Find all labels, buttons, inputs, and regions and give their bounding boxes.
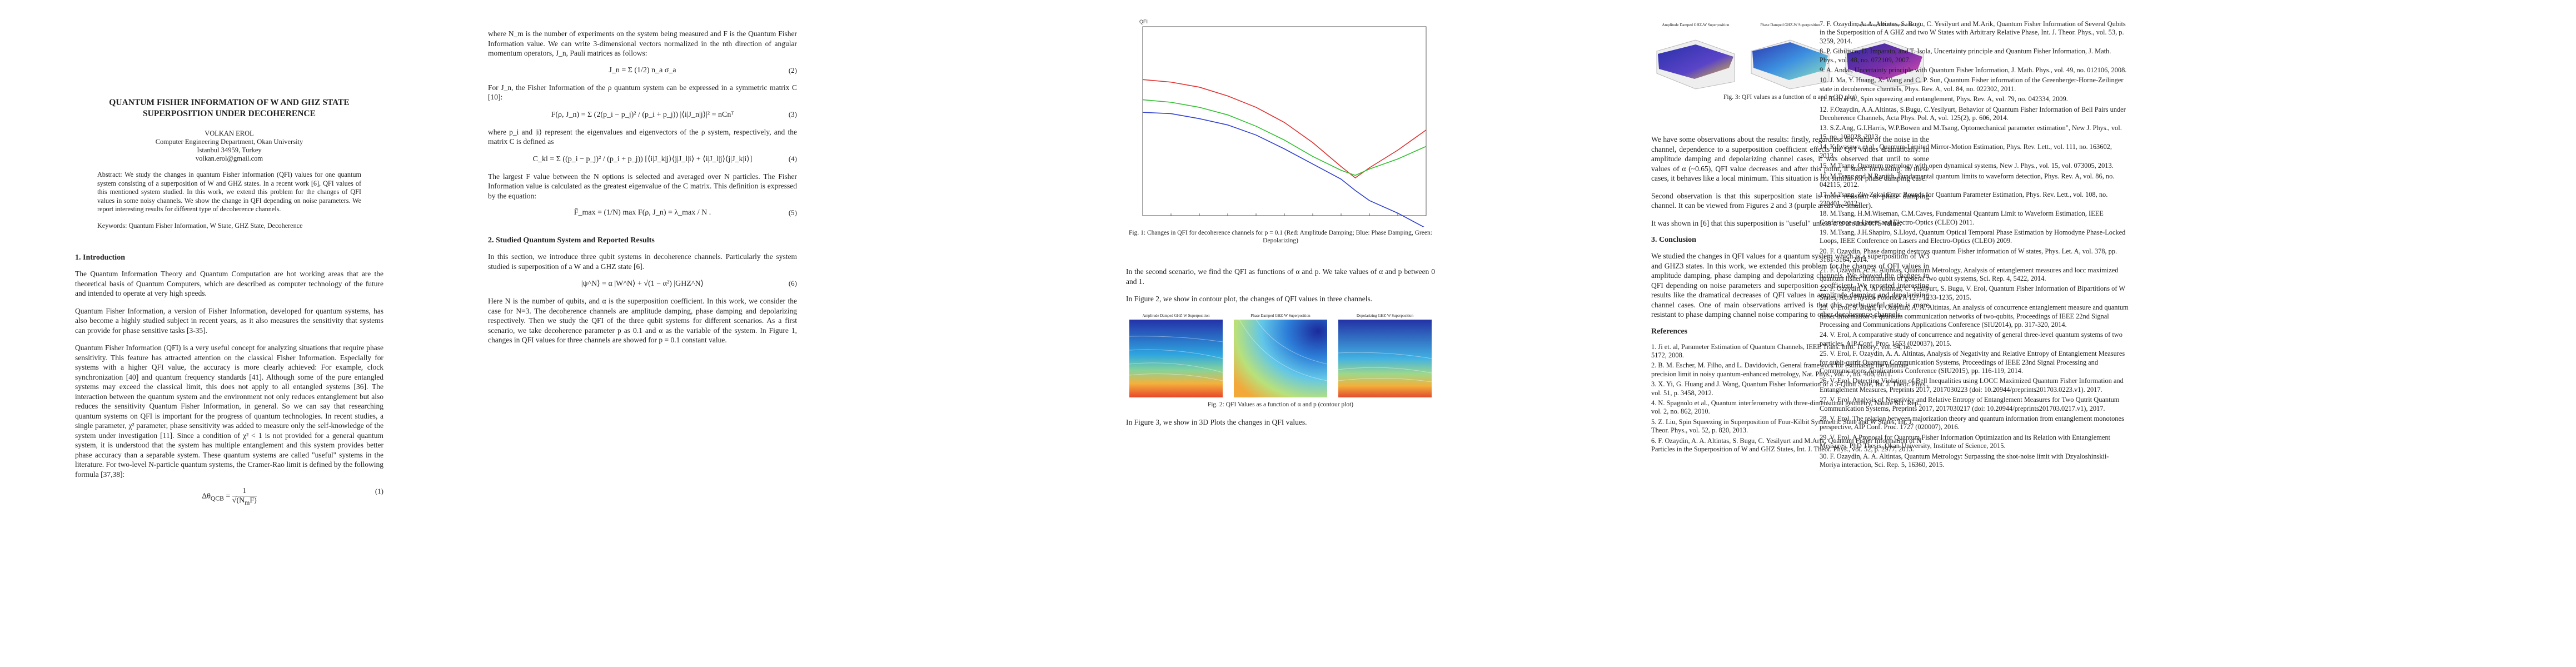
author-name: VOLKAN EROL [75,130,383,138]
contour-plot-phase: Phase Damped GHZ-W Superposition [1234,312,1327,397]
reference-item: 18. M.Tsang, H.M.Wiseman, C.M.Caves, Fun… [1820,210,2129,227]
reference-item: 12. F.Ozaydin, A.A.Altintas, S.Bugu, C.Y… [1820,106,2129,123]
reference-item: 20. F. Ozaydin, Phase damping destroys q… [1820,247,2129,265]
page2-paragraph-4: The largest F value between the N option… [488,172,797,201]
surface-plot-amplitude: Amplitude Damped GHZ-W Superposition [1651,21,1740,90]
reference-item: 30. F. Ozaydin, A. A. Altintas, Quantum … [1820,452,2129,470]
surface-image-amplitude [1651,29,1740,90]
equation-1: ΔθQCB = 1 √(NmF) (1) [75,487,383,506]
keywords: Keywords: Quantum Fisher Information, W … [75,222,383,231]
reference-item: 15. M.Tsang, Quantum metrology with open… [1820,162,2129,170]
reference-item: 25. V. Erol, F. Ozaydin, A. A. Altintas,… [1820,350,2129,375]
contour-title-phase: Phase Damped GHZ-W Superposition [1234,312,1327,320]
intro-heading: 1. Introduction [75,253,383,262]
equation-3: F(ρ, J_n) = Σ (2(p_i − p_j)² / (p_i + p_… [488,110,797,120]
page2-paragraph-1: where N_m is the number of experiments o… [488,29,797,58]
equation-6: |ψ^N⟩ = α |W^N⟩ + √(1 − α²) |GHZ^N⟩ (6) [488,279,797,288]
references-list-b: 7. F. Ozaydin, A. A. Altintas, S. Bugu, … [1820,20,2129,471]
equation-2: J_n = Σ (1/2) n_a σ_a (2) [488,66,797,75]
reference-item: 7. F. Ozaydin, A. A. Altintas, S. Bugu, … [1820,20,2129,46]
series-line-blue [1143,112,1426,227]
equation-4: C_kl = Σ ((p_i − p_j)² / (p_i + p_j)) [⟨… [488,155,797,164]
reference-item: 8. P. Gibilisco, D. Imparato, and T. Iso… [1820,47,2129,64]
contour-image-phase [1234,320,1327,397]
page1-column: QUANTUM FISHER INFORMATION OF W AND GHZ … [75,0,383,514]
reference-item: 27. V. Erol, Analysis of Negativity and … [1820,396,2129,413]
y-axis-label: QFI [1139,19,1148,24]
page3-paragraph-1: In the second scenario, we find the QFI … [1126,267,1435,286]
reference-item: 9. A. Andai, Uncertainty principle with … [1820,66,2129,74]
plot-frame [1143,27,1426,216]
page3-body: QFI Fig. 1: Changes in QFI for decoheren… [1126,0,1435,435]
contour-image-amplitude [1129,320,1223,397]
reference-item: 19. M.Tsang, J.H.Shapiro, S.Lloyd, Quant… [1820,228,2129,246]
reference-item: 24. V. Erol, A comparative study of conc… [1820,331,2129,348]
figure-2: Amplitude Damped GHZ-W Superposition [1126,312,1435,397]
page3-paragraph-2: In Figure 2, we show in contour plot, th… [1126,294,1435,304]
contour-plot-depolarizing: Depolarizing GHZ-W Superposition [1338,312,1432,397]
page2-paragraph-2: For J_n, the Fisher Information of the ρ… [488,83,797,102]
intro-paragraph-2: Quantum Fisher Information, a version of… [75,306,383,336]
series-line-green [1143,99,1426,175]
equation-5: F̄_max = (1/N) max F(ρ, J_n) = λ_max / N… [488,208,797,217]
contour-title-depolarizing: Depolarizing GHZ-W Superposition [1338,312,1432,320]
page2-paragraph-3: where p_i and |i⟩ represent the eigenval… [488,127,797,147]
contour-plot-amplitude: Amplitude Damped GHZ-W Superposition [1129,312,1223,397]
contour-title-amplitude: Amplitude Damped GHZ-W Superposition [1129,312,1223,320]
reference-item: 13. S.Z.Ang, G.I.Harris, W.P.Bowen and M… [1820,124,2129,141]
reference-item: 23. V. Erol, S. Bugu, F. Ozaydin, A. A. … [1820,303,2129,329]
contour-image-depolarizing [1338,320,1432,397]
page2-paragraph-6: Here N is the number of qubits, and α is… [488,296,797,345]
intro-paragraph-3: Quantum Fisher Information (QFI) is a ve… [75,343,383,479]
reference-item: 21. F. Ozaydin, A. A. Altintas, Quantum … [1820,266,2129,283]
reference-item: 29. V. Erol, A Proposal for Quantum Fish… [1820,434,2129,451]
surface-title-amplitude: Amplitude Damped GHZ-W Superposition [1651,21,1740,29]
page-4: 7. F. Ozaydin, A. A. Altintas, S. Bugu, … [1931,0,2576,667]
page2-body: where N_m is the number of experiments o… [488,0,797,353]
reference-item: 17. M.Tsang, Ziv-Zakai Error Bounds for … [1820,191,2129,208]
reference-item: 16. M.Tsang and N.Ranjith, Fundamental q… [1820,172,2129,190]
equation-1-number: (1) [375,487,383,496]
abstract: Abstract: We study the changes in quantu… [75,171,383,214]
reference-item: 22. F. Ozaydin, A. A. Altintas, C. Yesil… [1820,285,2129,302]
paper-title: QUANTUM FISHER INFORMATION OF W AND GHZ … [75,97,383,120]
page3-paragraph-3: In Figure 3, we show in 3D Plots the cha… [1126,417,1435,427]
reference-item: 28. V. Erol, The relation between majori… [1820,415,2129,432]
author-email: volkan.erol@gmail.com [75,155,383,163]
author-city: Istanbul 34959, Turkey [75,146,383,155]
reference-item: 11. Toth et al., Spin squeezing and enta… [1820,95,2129,103]
figure-1-chart: QFI [1126,16,1435,227]
intro-paragraph-1: The Quantum Information Theory and Quant… [75,269,383,298]
figure-1-caption: Fig. 1: Changes in QFI for decoherence c… [1126,229,1435,245]
reference-item: 10. J. Ma, Y. Huang, X. Wang and C. P. S… [1820,76,2129,93]
figure-2-caption: Fig. 2: QFI Values as a function of α an… [1126,401,1435,409]
reference-item: 14. K.Iwasawa et al., Quantum-Limited Mi… [1820,143,2129,160]
series-line-red [1143,79,1426,178]
page2-paragraph-5: In this section, we introduce three qubi… [488,252,797,271]
author-affiliation: Computer Engineering Department, Okan Un… [75,138,383,146]
reference-item: 26. V. Erol, Detecting Violation of Bell… [1820,377,2129,394]
section-2-heading: 2. Studied Quantum System and Reported R… [488,236,797,245]
